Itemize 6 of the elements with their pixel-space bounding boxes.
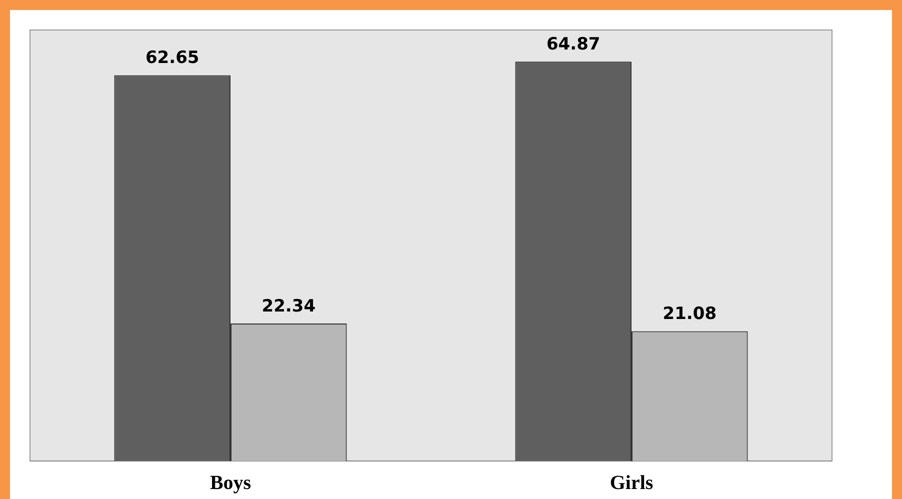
- x-tick-label: Boys: [210, 472, 252, 494]
- data-label: 21.08: [662, 304, 717, 324]
- data-label: 22.34: [262, 296, 316, 316]
- data-label: 62.65: [145, 48, 200, 68]
- data-label: 64.87: [546, 34, 600, 55]
- x-tick-label: Girls: [610, 472, 654, 494]
